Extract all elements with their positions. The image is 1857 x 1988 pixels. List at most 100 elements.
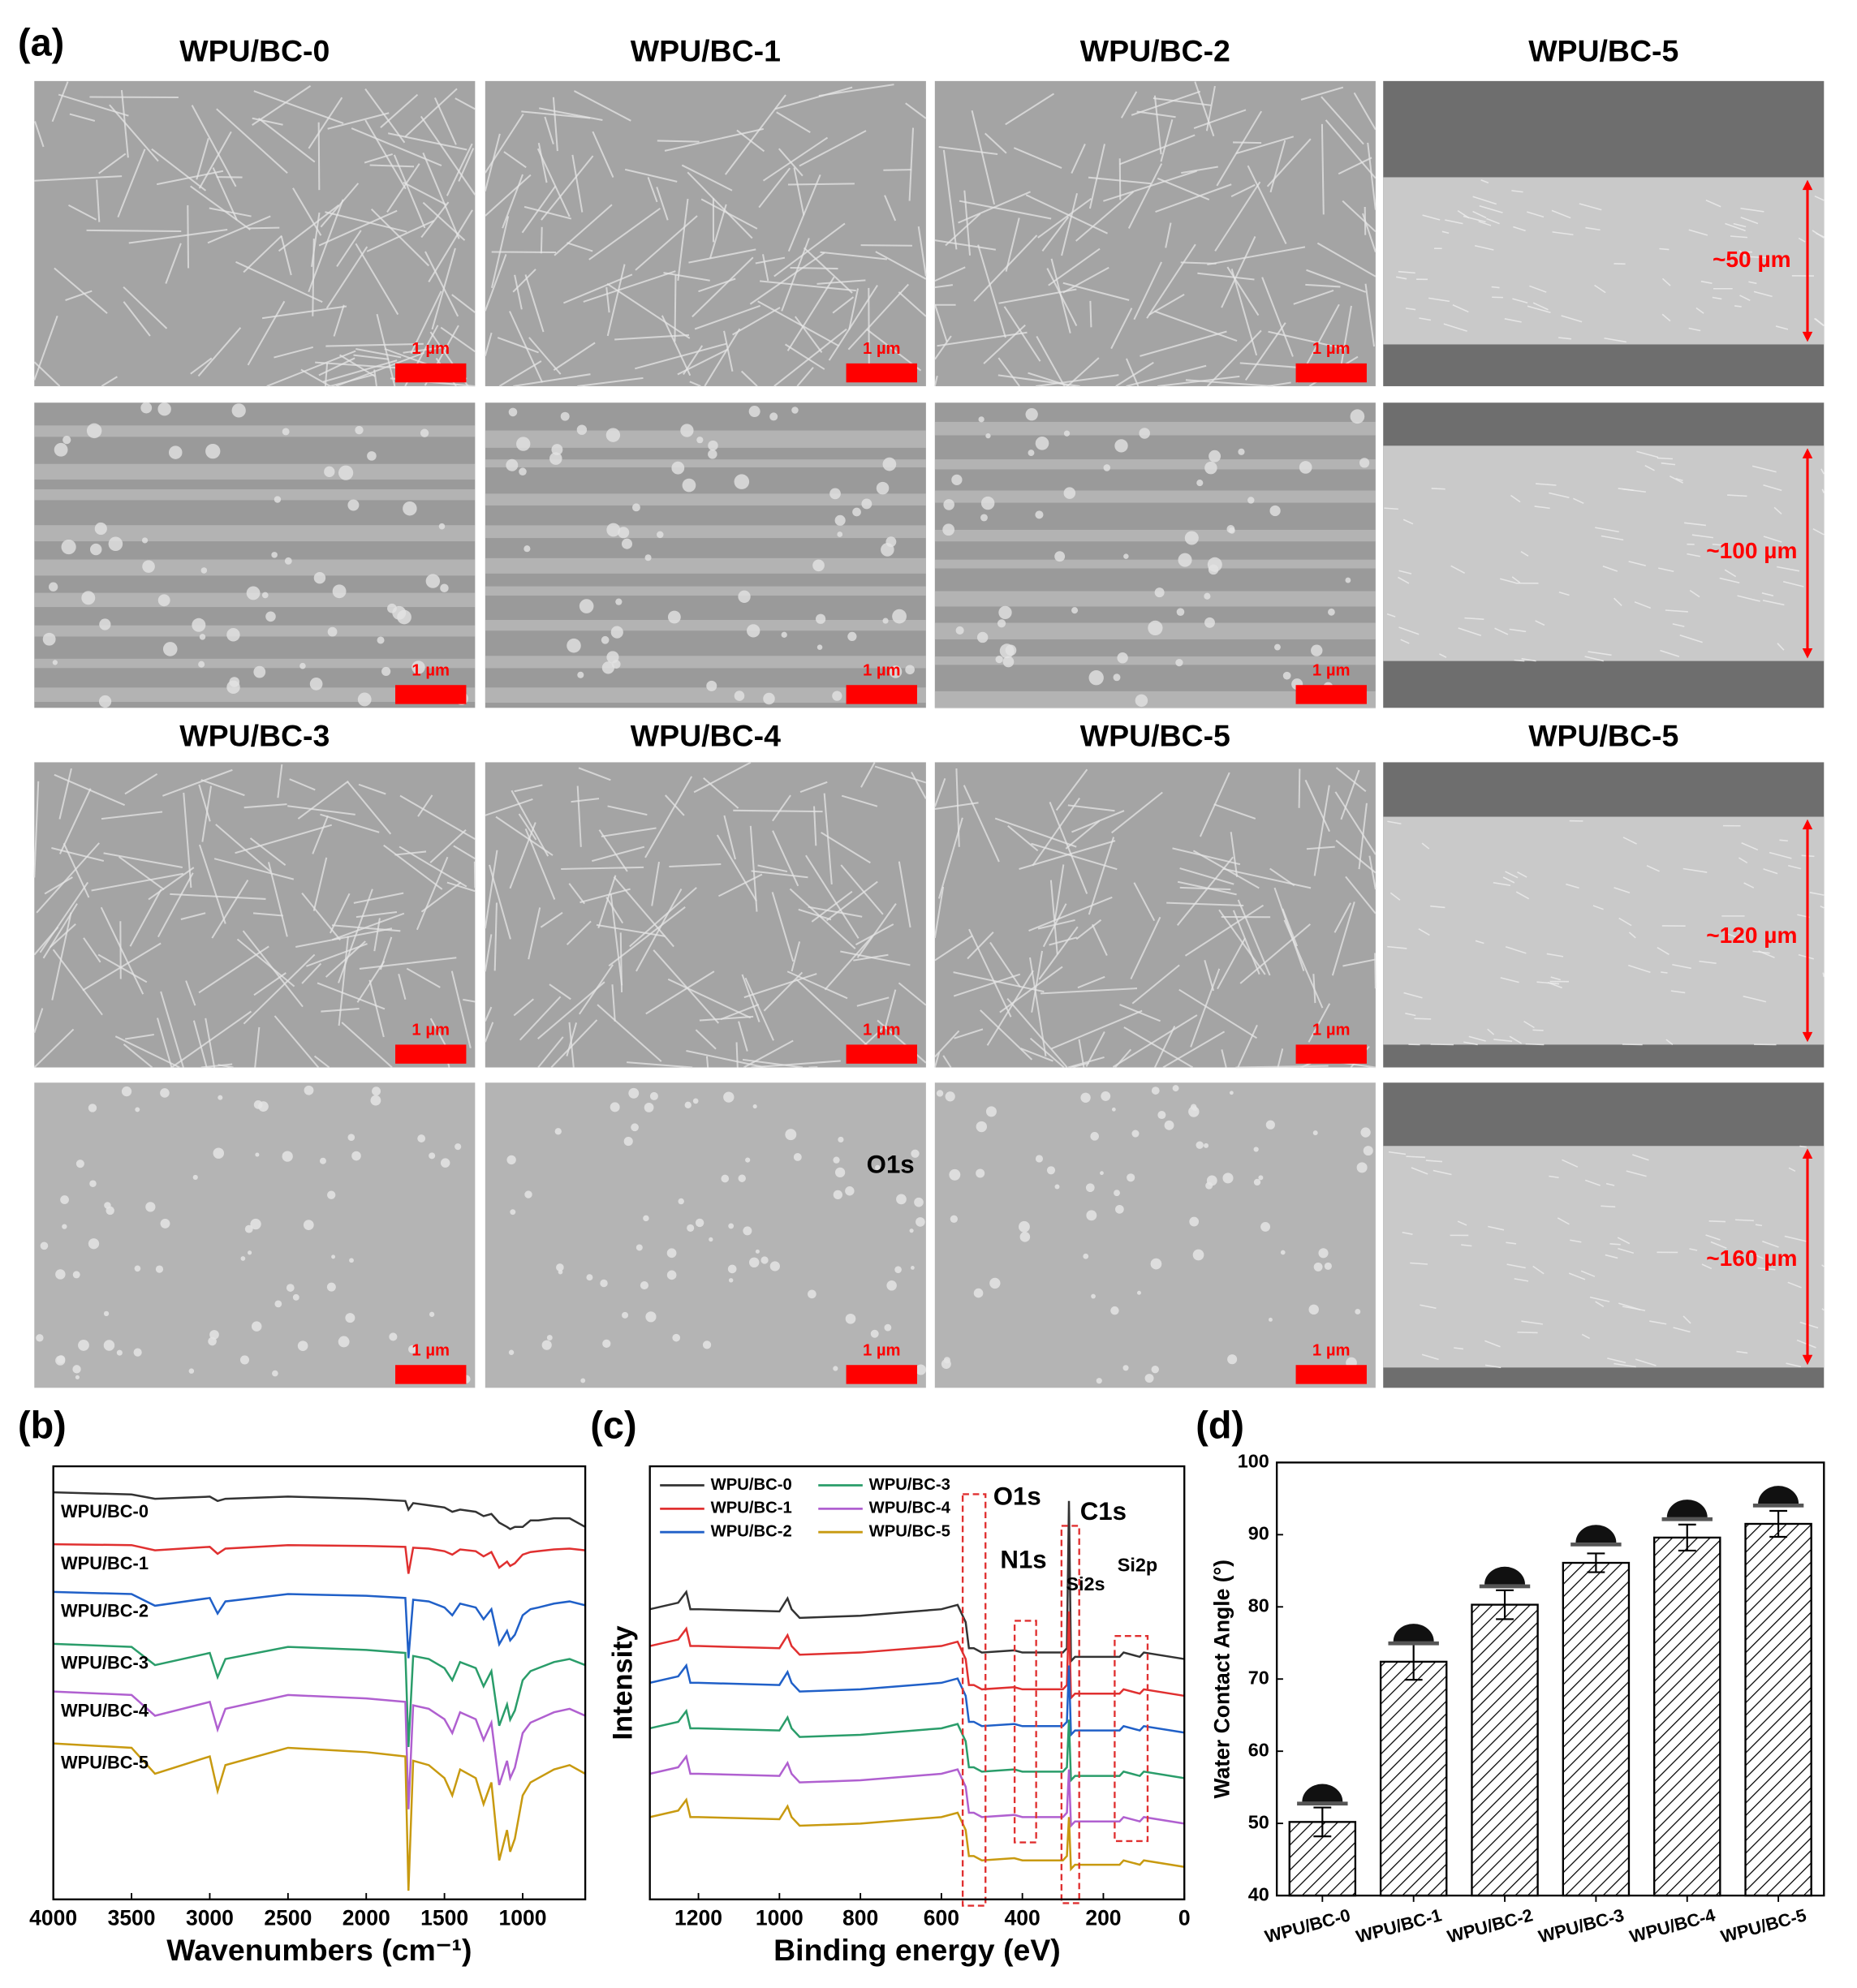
sem-image: 1 µm <box>485 402 926 708</box>
sem-fiber <box>191 105 237 187</box>
scale-bar-label: 1 µm <box>1312 661 1351 679</box>
sem-particle <box>1054 1184 1060 1190</box>
sem-particle <box>680 424 694 437</box>
sem-fiber <box>942 1055 952 1069</box>
sem-particle <box>909 1229 914 1233</box>
sem-fiber <box>484 253 507 312</box>
sem-fiber <box>657 140 700 143</box>
arrow-head <box>1802 331 1813 342</box>
sem-particle <box>812 559 825 572</box>
sem-fiber <box>644 776 693 858</box>
sem-particle <box>1311 644 1323 656</box>
sem-particle <box>1222 1173 1234 1184</box>
sem-particle <box>600 1279 608 1288</box>
sem-particle <box>644 1103 654 1112</box>
sem-fiber <box>1269 140 1286 193</box>
sem-fiber <box>592 846 645 863</box>
sem-fiber <box>431 247 456 330</box>
sem-particle <box>884 1323 892 1332</box>
sem-particle <box>999 643 1015 659</box>
droplet-base <box>1570 1543 1622 1547</box>
sem-fiber <box>311 212 321 267</box>
sem-particle <box>309 678 323 691</box>
sem-particle <box>392 605 407 620</box>
sem-fiber <box>97 953 148 983</box>
sem-texture <box>1457 1220 1467 1226</box>
sem-fiber <box>513 373 591 387</box>
sem-particle <box>1359 458 1370 468</box>
sem-particle <box>845 1186 855 1196</box>
sem-fiber <box>313 1055 330 1069</box>
sem-fiber <box>463 998 476 1003</box>
sem-fiber <box>1306 846 1335 850</box>
sem-texture <box>1406 1155 1425 1159</box>
panel-label: (a) <box>18 22 64 64</box>
sem-fiber <box>1131 90 1201 116</box>
sem-particle <box>282 428 290 436</box>
panel-label: (b) <box>18 1405 67 1447</box>
sem-fiber <box>580 888 631 904</box>
sem-particle <box>785 1129 797 1141</box>
sem-fiber <box>554 204 613 256</box>
sem-fiber <box>751 870 808 879</box>
sem-fiber <box>257 118 316 163</box>
sem-fiber <box>681 164 733 191</box>
sem-particle <box>134 1265 141 1272</box>
sem-texture <box>1421 842 1430 850</box>
sem-particle <box>61 539 76 555</box>
sem-texture <box>1419 317 1431 321</box>
sem-particle <box>106 1206 114 1216</box>
sem-fiber <box>484 934 493 972</box>
scale-bar-label: 1 µm <box>863 661 901 679</box>
sem-particle <box>42 632 56 646</box>
sem-layer <box>485 687 926 704</box>
sem-fiber <box>1088 144 1105 209</box>
sem-texture <box>1550 976 1561 981</box>
sem-fiber <box>1005 93 1055 126</box>
thickness-label: ~50 µm <box>1713 247 1791 272</box>
sem-fiber <box>355 910 398 919</box>
sem-texture <box>1506 1241 1517 1245</box>
sem-fiber <box>1172 847 1241 866</box>
sem-fiber <box>945 213 981 247</box>
sem-fiber <box>417 794 433 817</box>
sem-fiber <box>539 107 603 121</box>
sem-texture <box>1757 1267 1776 1271</box>
sem-particle <box>135 1107 140 1112</box>
sem-fiber <box>998 288 1077 304</box>
sem-texture <box>1820 468 1825 475</box>
sem-fiber <box>201 785 213 842</box>
sem-particle <box>645 1311 657 1323</box>
sem-fiber <box>114 1035 180 1069</box>
sem-fiber <box>884 989 897 1030</box>
sem-texture <box>1779 1253 1789 1262</box>
sem-particle <box>244 1224 253 1233</box>
sem-texture <box>1688 327 1701 332</box>
sem-fiber <box>692 256 754 318</box>
sem-particle <box>541 1340 552 1350</box>
sem-particle <box>980 496 995 510</box>
sem-particle <box>916 1217 925 1227</box>
sem-fiber <box>267 862 288 937</box>
sem-particle <box>829 488 841 500</box>
sem-layer <box>34 559 476 576</box>
sem-texture <box>1500 977 1519 983</box>
peak-annotation: C1s <box>1080 1497 1127 1525</box>
sem-particle <box>763 692 775 705</box>
sem-particle <box>834 1167 846 1177</box>
sem-particle <box>1114 1190 1120 1197</box>
sem-fiber <box>50 923 76 949</box>
sem-fiber <box>848 288 860 330</box>
sem-fiber <box>358 783 386 795</box>
sem-fiber <box>1153 1026 1176 1068</box>
sem-fiber <box>1061 193 1078 256</box>
series-line <box>53 1543 586 1574</box>
sem-particle <box>980 514 988 522</box>
sem-fiber <box>1114 1048 1132 1069</box>
sem-particle <box>601 635 610 644</box>
sem-fiber <box>553 342 596 371</box>
sem-texture <box>1788 1167 1796 1173</box>
series-line <box>53 1642 586 1747</box>
sem-fiber <box>376 313 396 387</box>
